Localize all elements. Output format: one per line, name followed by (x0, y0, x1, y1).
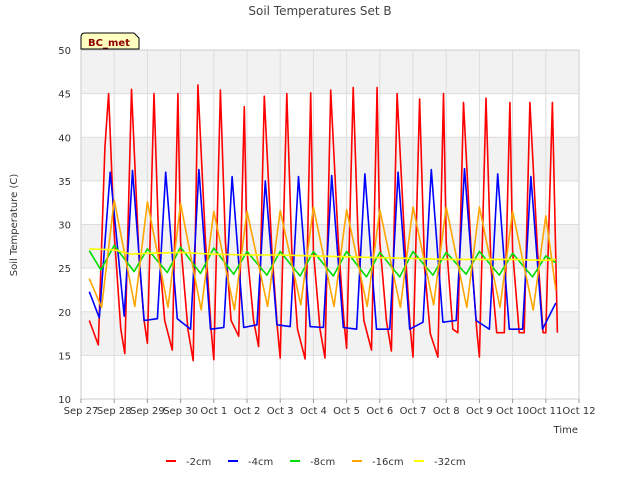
y-tick-label: 30 (58, 221, 71, 232)
y-tick-label: 20 (58, 308, 71, 319)
series-line-8cm (88, 244, 557, 278)
x-tick-label: Oct 7 (400, 406, 427, 417)
x-tick-label: Sep 29 (130, 406, 165, 417)
y-tick-label: 15 (58, 351, 71, 362)
y-tick-label: 45 (58, 90, 71, 101)
x-tick-label: Oct 5 (333, 406, 360, 417)
x-tick-label: Oct 9 (466, 406, 493, 417)
x-tick-label: Oct 2 (234, 406, 261, 417)
y-axis-ticks: 10 15 20 25 30 35 40 45 50 (58, 46, 71, 406)
legend: -2cm -4cm -8cm -16cm -32cm (166, 457, 466, 468)
y-tick-label: 35 (58, 177, 71, 188)
series-lines (88, 84, 559, 362)
x-tick-label: Oct 4 (300, 406, 327, 417)
x-tick-label: Sep 27 (64, 406, 99, 417)
plot-area-frame (80, 49, 580, 400)
x-tick-label: Oct 10 (496, 406, 529, 417)
series-line-32cm (89, 248, 556, 262)
series-line-4cm (88, 167, 557, 331)
legend-label: -8cm (310, 457, 335, 468)
station-label: BC_met (88, 38, 130, 49)
x-tick-label: Oct 12 (562, 406, 595, 417)
y-tick-label: 10 (58, 395, 71, 406)
legend-label: -32cm (434, 457, 466, 468)
station-badge: BC_met (80, 32, 140, 50)
series-line-2cm (88, 84, 559, 362)
legend-label: -4cm (248, 457, 273, 468)
x-tick-label: Sep 28 (97, 406, 132, 417)
grid-band (81, 50, 579, 94)
legend-label: -16cm (372, 457, 404, 468)
x-tick-label: Oct 8 (433, 406, 460, 417)
x-tick-label: Oct 3 (267, 406, 294, 417)
x-tick-label: Oct 6 (366, 406, 393, 417)
chart-title: Soil Temperatures Set B (248, 4, 391, 18)
y-axis-title: Soil Temperature (C) (9, 174, 20, 277)
grid-band (81, 224, 579, 269)
y-tick-label: 25 (58, 264, 71, 275)
x-tick-label: Oct 11 (529, 406, 562, 417)
y-tick-label: 50 (58, 46, 71, 57)
legend-label: -2cm (186, 457, 211, 468)
y-tick-label: 40 (58, 133, 71, 144)
x-axis-title: Time (553, 425, 578, 436)
x-tick-label: Oct 1 (200, 406, 227, 417)
x-tick-label: Sep 30 (163, 406, 198, 417)
